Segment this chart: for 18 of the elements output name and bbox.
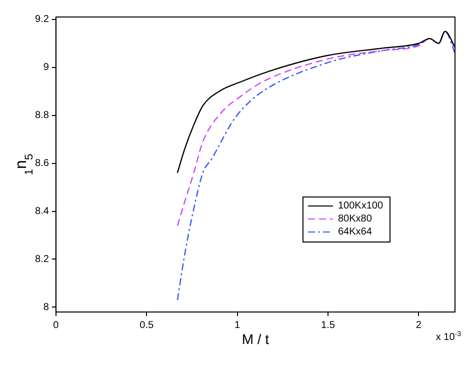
y-tick-label: 8 <box>43 302 50 313</box>
y-tick-label: 8.2 <box>34 254 50 265</box>
x-tick-label: 2 <box>416 320 422 331</box>
y-axis-title: 1n5 <box>12 154 36 176</box>
legend-label: 64Kx64 <box>338 226 372 238</box>
y-tick-label: 8.6 <box>34 158 50 170</box>
x-tick-label: 0 <box>53 320 60 331</box>
x-axis-title: M / t <box>242 331 270 347</box>
x-tick-label: 1 <box>234 320 241 331</box>
legend-label: 80Kx80 <box>338 214 372 225</box>
x-tick-label: 0.5 <box>140 320 154 331</box>
y-tick-label: 8.4 <box>34 206 50 218</box>
x-tick-label: 1.5 <box>321 320 336 331</box>
y-tick-label: 9 <box>43 62 50 74</box>
y-tick-label: 9.2 <box>34 14 50 26</box>
y-tick-label: 8.8 <box>34 110 50 122</box>
legend-label: 100Kx100 <box>338 200 384 212</box>
line-series <box>176 30 455 301</box>
